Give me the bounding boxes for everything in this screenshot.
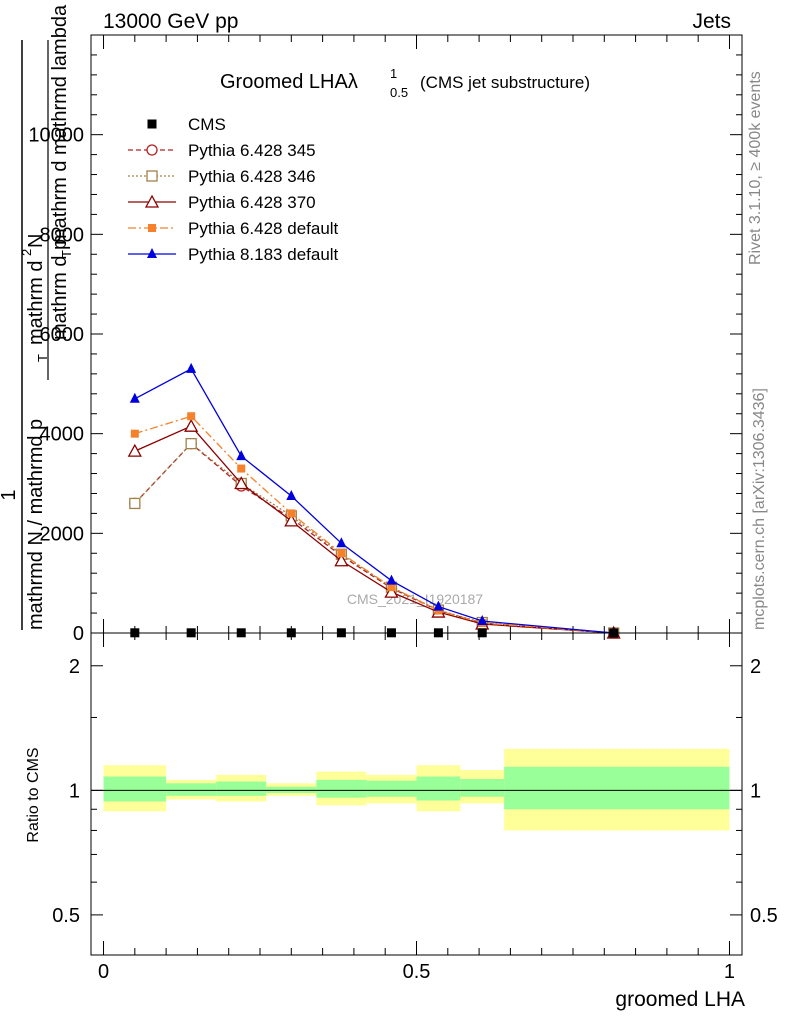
legend-entry: Pythia 6.428 345 <box>128 141 316 160</box>
series-4 <box>129 362 619 637</box>
legend-label: Pythia 6.428 346 <box>188 167 316 186</box>
ratio-band-green <box>103 776 167 802</box>
legend-marker <box>144 194 160 208</box>
ratio-band-green <box>316 779 367 798</box>
ratio-y-tick-label: 1 <box>69 780 80 802</box>
legend-marker <box>147 119 157 129</box>
series-point <box>284 513 299 527</box>
ylabel-num-bottom-sup: 2 <box>19 249 34 256</box>
ratio-ylabel: Ratio to CMS <box>25 747 42 842</box>
series-point <box>334 553 349 567</box>
ylabel-den-bottom-rest: mathrm d mathrmd lambda <box>49 4 71 245</box>
legend-entry: Pythia 6.428 default <box>128 219 339 238</box>
legend-marker <box>146 170 158 182</box>
series-point <box>336 537 347 548</box>
series-point <box>237 464 246 473</box>
ratio-band-green <box>166 783 217 796</box>
legend-label: CMS <box>188 115 226 134</box>
series-point <box>185 437 197 450</box>
ratio-band-green <box>366 780 417 797</box>
plot-title: Groomed LHAλ 1 0.5 (CMS jet substructure… <box>220 66 590 100</box>
ratio-band-green <box>216 781 267 796</box>
legend-entry: Pythia 8.183 default <box>128 245 339 264</box>
y-tick-label: 2000 <box>40 523 85 545</box>
series-layer <box>127 362 621 639</box>
main-x-ticks <box>103 35 730 633</box>
legend-entry: Pythia 6.428 370 <box>128 193 316 212</box>
series-1 <box>129 437 620 639</box>
series-point <box>286 489 297 500</box>
series-0 <box>129 437 620 639</box>
ylabel-den-bottom-sub: T <box>59 250 74 258</box>
y-tick-label: 8000 <box>40 224 85 246</box>
y-tick-label: 10000 <box>28 125 84 147</box>
title-main: Groomed LHAλ <box>220 71 358 93</box>
series-point <box>287 509 296 518</box>
series-point <box>387 583 396 592</box>
series-point <box>477 615 488 626</box>
legend-entry: Pythia 6.428 346 <box>128 167 316 186</box>
series-point <box>236 450 247 461</box>
title-sub: 0.5 <box>390 85 408 100</box>
x-axis-label: groomed LHA <box>615 988 745 1011</box>
x-tick-label: 0 <box>98 961 109 983</box>
legend-marker <box>147 248 157 258</box>
ratio-ticks: 0.5 0.5 1 1 2 2 0 0.5 1 <box>52 633 778 983</box>
main-y-ticks: 0 2000 4000 6000 8000 10000 <box>28 54 742 645</box>
legend-marker <box>148 224 156 232</box>
x-tick-label: 1 <box>724 961 735 983</box>
y-tick-label: 0 <box>73 623 84 645</box>
legend-label: Pythia 8.183 default <box>188 245 339 264</box>
ylabel-den-top: mathrmd N / mathrmd p <box>25 419 47 630</box>
ratio-bands <box>103 748 730 831</box>
ratio-band-green <box>416 776 461 801</box>
legend-label: Pythia 6.428 default <box>188 219 339 238</box>
ylabel-den-top-sub: T <box>35 354 50 362</box>
ratio-band-green <box>460 779 505 797</box>
y-tick-label: 6000 <box>40 324 85 346</box>
series-point <box>127 443 142 457</box>
ylabel-num-top: 1 <box>0 489 20 500</box>
series-point <box>129 497 141 510</box>
series-point <box>130 429 139 438</box>
x-tick-label: 0.5 <box>403 961 431 983</box>
ratio-y-tick-label: 2 <box>69 656 80 678</box>
legend-label: Pythia 6.428 370 <box>188 193 316 212</box>
ratio-y-tick-label-right: 1 <box>750 780 761 802</box>
series-point <box>186 362 197 373</box>
title-sup: 1 <box>390 66 397 81</box>
title-paren: (CMS jet substructure) <box>420 73 590 92</box>
series-point <box>433 600 444 611</box>
legend-entry: CMS <box>147 115 226 134</box>
ylabel-den-bottom: mathrm d p <box>49 239 71 340</box>
series-point <box>337 549 346 558</box>
y-tick-label: 4000 <box>40 424 85 446</box>
rivet-label: Rivet 3.1.10, ≥ 400k events <box>747 71 764 265</box>
y-axis-label: 1 mathrmd N / mathrmd p T mathrm d 2 N m… <box>0 4 74 630</box>
ratio-band-green <box>504 766 730 810</box>
series-point <box>187 412 196 421</box>
ylabel-num-bottom-rest: N <box>25 234 47 248</box>
legend-label: Pythia 6.428 345 <box>188 141 316 160</box>
ratio-y-tick-label: 0.5 <box>52 905 80 927</box>
mcplots-label: mcplots.cern.ch [arXiv:1306.3436] <box>751 388 768 630</box>
series-point <box>184 418 199 432</box>
legend-marker <box>146 144 158 156</box>
ylabel-num-bottom: mathrm d <box>25 261 47 345</box>
series-point <box>386 574 397 585</box>
header-right: Jets <box>692 10 731 33</box>
series-point <box>234 476 249 490</box>
ratio-y-tick-label-right: 0.5 <box>750 905 778 927</box>
legend: CMS Pythia 6.428 345 Pythia 6.428 346 Pythi… <box>128 115 339 264</box>
series-point <box>129 392 140 403</box>
series-point <box>384 584 399 598</box>
header-left: 13000 GeV pp <box>103 10 238 33</box>
ratio-y-tick-label-right: 2 <box>750 656 761 678</box>
